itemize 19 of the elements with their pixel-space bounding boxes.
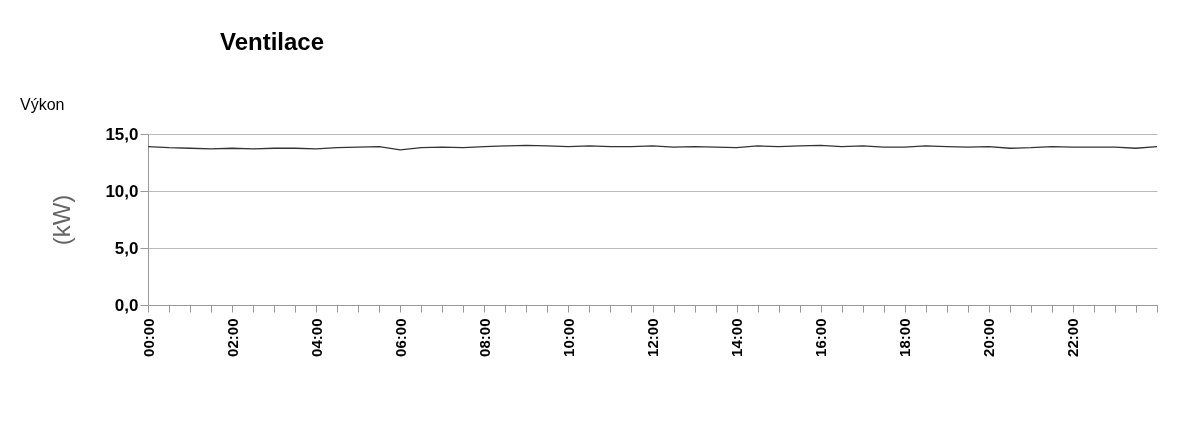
- x-tick-label: 16:00: [812, 318, 830, 357]
- x-tick-label: 08:00: [475, 318, 493, 357]
- x-tick-label: 00:00: [139, 318, 157, 357]
- x-tick-label: 12:00: [644, 318, 661, 357]
- x-tick-label: 02:00: [223, 318, 241, 357]
- x-tick-label: 10:00: [559, 318, 577, 357]
- y-tick-label: 10,0: [105, 181, 139, 201]
- chart-title: Ventilace: [220, 28, 325, 55]
- y-tick-label: 0,0: [114, 295, 139, 315]
- x-tick-label: 22:00: [1064, 318, 1082, 357]
- y-tick-label: 15,0: [105, 124, 139, 144]
- y-axis-title: (kW): [48, 194, 76, 246]
- x-tick-label: 06:00: [391, 318, 409, 357]
- text: Výkon: [20, 96, 65, 113]
- x-tick-label: 14:00: [728, 318, 746, 357]
- x-tick-label: 18:00: [896, 318, 914, 357]
- x-tick-label: 20:00: [980, 318, 998, 357]
- x-tick-label: 04:00: [307, 318, 325, 357]
- y-tick-label: 5,0: [114, 238, 139, 258]
